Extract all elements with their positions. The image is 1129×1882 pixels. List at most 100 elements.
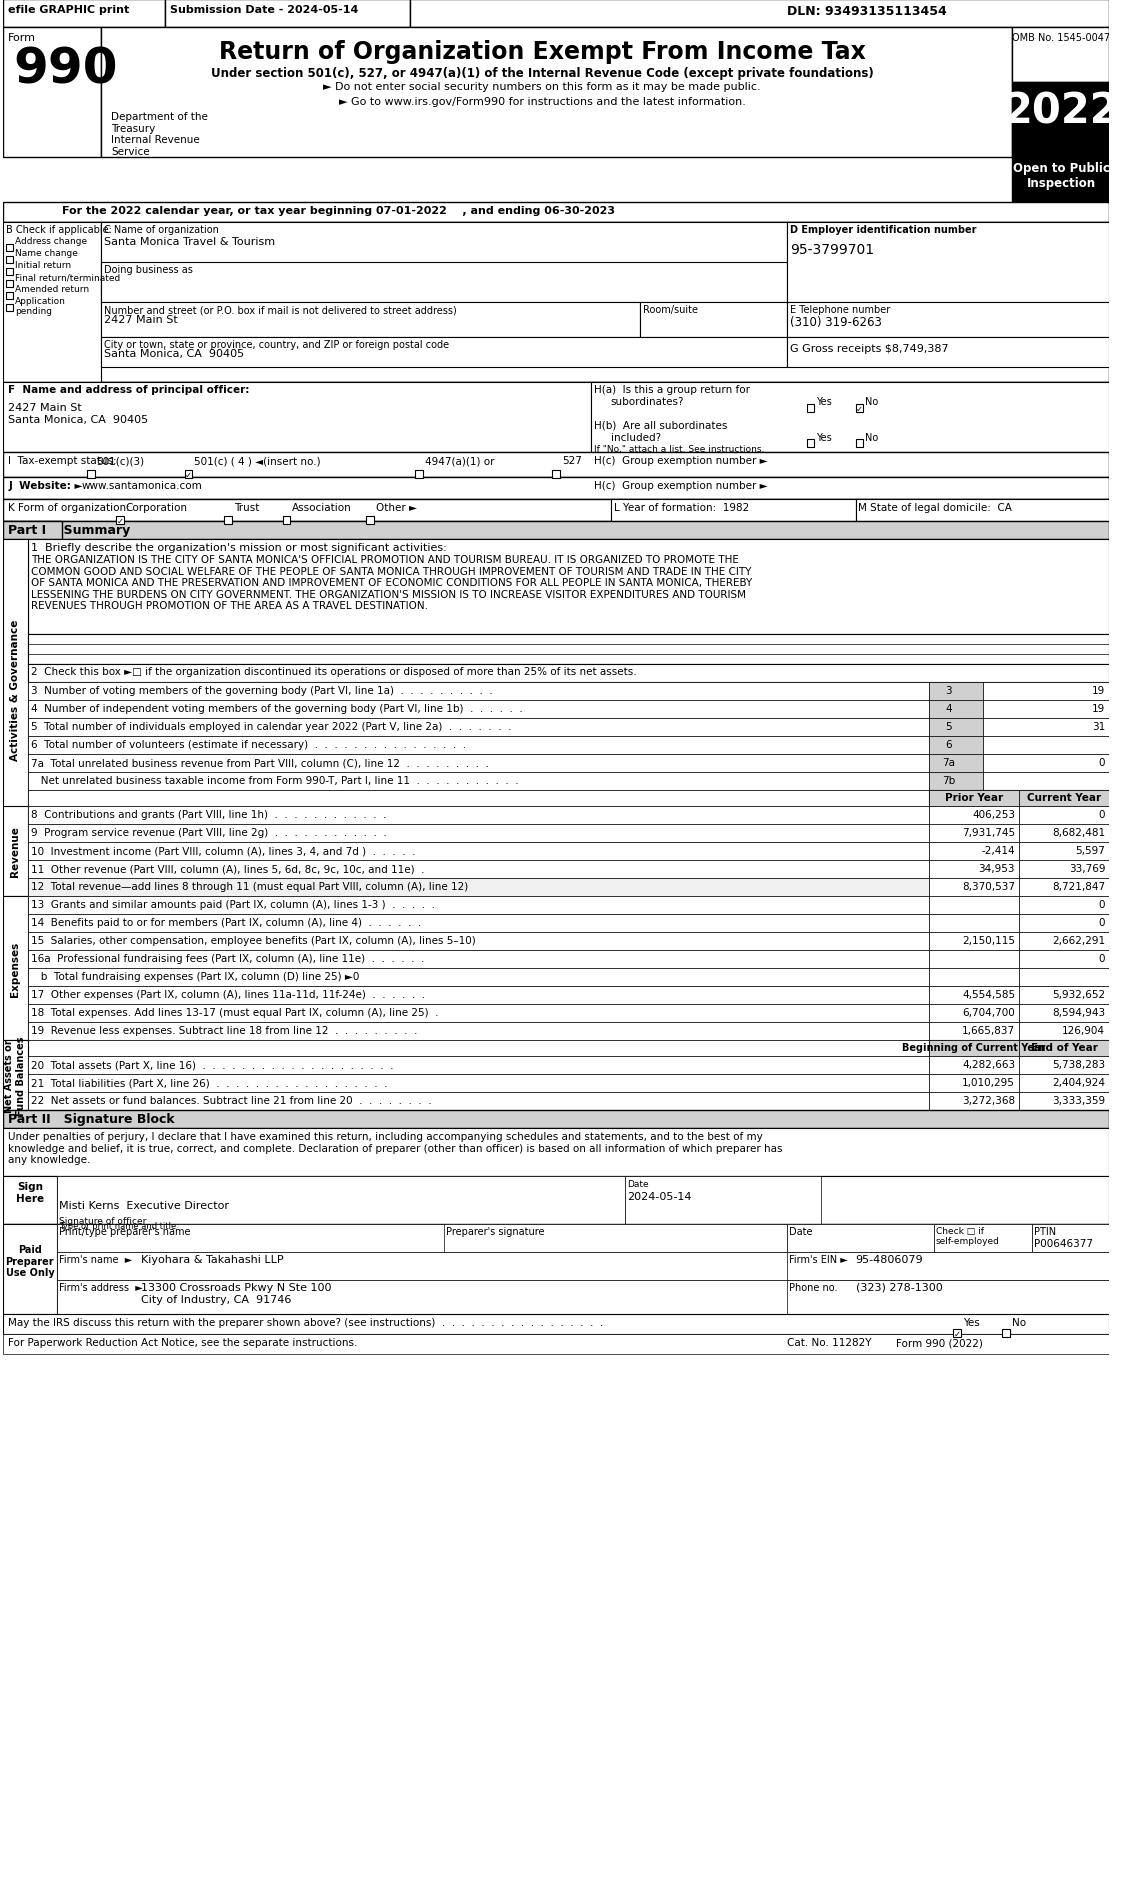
Bar <box>856 405 864 412</box>
Bar <box>28 774 929 790</box>
Text: 527: 527 <box>562 455 581 465</box>
Text: 15  Salaries, other compensation, employee benefits (Part IX, column (A), lines : 15 Salaries, other compensation, employe… <box>30 935 475 945</box>
Text: H(c)  Group exemption number ►: H(c) Group exemption number ► <box>594 480 768 491</box>
Text: Activities & Governance: Activities & Governance <box>10 619 20 760</box>
Text: included?: included? <box>611 433 660 442</box>
Text: Association: Association <box>292 502 352 512</box>
Text: 9  Program service revenue (Part VIII, line 2g)  .  .  .  .  .  .  .  .  .  .  .: 9 Program service revenue (Part VIII, li… <box>30 828 386 837</box>
Bar <box>787 1225 934 1252</box>
Text: I  Tax-exempt status:: I Tax-exempt status: <box>8 455 117 465</box>
Text: Doing business as: Doing business as <box>104 265 193 275</box>
Text: Kiyohara & Takahashi LLP: Kiyohara & Takahashi LLP <box>141 1253 283 1265</box>
Bar <box>3 1176 58 1225</box>
Text: 2,404,924: 2,404,924 <box>1052 1077 1105 1088</box>
Text: Misti Kerns  Executive Director: Misti Kerns Executive Director <box>60 1201 229 1210</box>
Bar <box>3 521 1109 540</box>
Bar <box>28 664 1109 683</box>
Bar <box>929 736 983 755</box>
Bar <box>929 774 983 790</box>
Bar <box>3 1129 1109 1176</box>
Text: If "No," attach a list. See instructions.: If "No," attach a list. See instructions… <box>594 444 764 454</box>
Text: 4,282,663: 4,282,663 <box>962 1060 1015 1069</box>
Bar <box>7 305 14 312</box>
Text: Firm's EIN ►: Firm's EIN ► <box>789 1253 848 1265</box>
Bar <box>640 303 787 339</box>
Text: 5: 5 <box>945 721 952 732</box>
Bar <box>165 0 410 28</box>
Text: Department of the
Treasury
Internal Revenue
Service: Department of the Treasury Internal Reve… <box>111 111 208 156</box>
Bar <box>806 440 814 448</box>
Bar <box>58 1176 625 1225</box>
Bar <box>929 1075 1019 1092</box>
Bar <box>3 1314 1109 1334</box>
Text: (323) 278-1300: (323) 278-1300 <box>856 1282 943 1293</box>
Bar <box>87 470 95 478</box>
Bar <box>185 470 192 478</box>
Bar <box>28 1022 929 1041</box>
Text: 19: 19 <box>1092 704 1105 713</box>
Text: Beginning of Current Year: Beginning of Current Year <box>902 1043 1045 1052</box>
Text: (310) 319-6263: (310) 319-6263 <box>790 316 882 329</box>
Bar <box>28 755 929 774</box>
Bar <box>28 719 929 736</box>
Text: efile GRAPHIC print: efile GRAPHIC print <box>8 6 130 15</box>
Bar <box>1019 879 1109 896</box>
Bar <box>28 540 1109 634</box>
Text: L Year of formation:  1982: L Year of formation: 1982 <box>613 502 749 512</box>
Text: 95-4806079: 95-4806079 <box>856 1253 924 1265</box>
Text: 501(c)(3): 501(c)(3) <box>96 455 145 465</box>
Text: Santa Monica, CA  90405: Santa Monica, CA 90405 <box>104 348 245 359</box>
Bar <box>1013 83 1109 158</box>
Text: 2022: 2022 <box>1004 90 1119 132</box>
Text: 18  Total expenses. Add lines 13-17 (must equal Part IX, column (A), line 25)  .: 18 Total expenses. Add lines 13-17 (must… <box>30 1007 438 1018</box>
Bar <box>1013 158 1109 203</box>
Bar <box>28 634 1109 664</box>
Bar <box>102 263 787 303</box>
Text: 2,662,291: 2,662,291 <box>1052 935 1105 945</box>
Bar <box>929 1041 1019 1056</box>
Text: 3,333,359: 3,333,359 <box>1052 1095 1105 1105</box>
Bar <box>787 339 1109 367</box>
Bar <box>7 269 14 277</box>
Text: H(c)  Group exemption number ►: H(c) Group exemption number ► <box>594 455 768 465</box>
Text: Revenue: Revenue <box>10 826 20 877</box>
Text: Initial return: Initial return <box>15 262 71 269</box>
Bar <box>3 1225 58 1314</box>
Text: 19: 19 <box>1092 685 1105 696</box>
Text: 4947(a)(1) or: 4947(a)(1) or <box>425 455 495 465</box>
Text: 126,904: 126,904 <box>1062 1026 1105 1035</box>
Text: ► Do not enter social security numbers on this form as it may be made public.: ► Do not enter social security numbers o… <box>323 83 761 92</box>
Text: City or town, state or province, country, and ZIP or foreign postal code: City or town, state or province, country… <box>104 341 449 350</box>
Text: City of Industry, CA  91746: City of Industry, CA 91746 <box>141 1295 291 1304</box>
Text: ► Go to www.irs.gov/Form990 for instructions and the latest information.: ► Go to www.irs.gov/Form990 for instruct… <box>339 98 745 107</box>
Text: 11  Other revenue (Part VIII, column (A), lines 5, 6d, 8c, 9c, 10c, and 11e)  .: 11 Other revenue (Part VIII, column (A),… <box>30 864 425 873</box>
Bar <box>929 755 983 774</box>
Text: D Employer identification number: D Employer identification number <box>790 224 977 235</box>
Text: 31: 31 <box>1092 721 1105 732</box>
Bar <box>3 382 1109 454</box>
Text: 33,769: 33,769 <box>1069 864 1105 873</box>
Bar <box>1019 1022 1109 1041</box>
Bar <box>414 470 422 478</box>
Text: ✓: ✓ <box>856 405 863 414</box>
Bar <box>3 1225 1109 1314</box>
Bar <box>787 1252 1109 1280</box>
Text: No: No <box>865 397 878 407</box>
Text: No: No <box>865 433 878 442</box>
Bar <box>929 843 1019 860</box>
Text: OMB No. 1545-0047: OMB No. 1545-0047 <box>1012 34 1110 43</box>
Bar <box>787 1280 1109 1314</box>
Text: Signature of officer: Signature of officer <box>60 1216 147 1225</box>
Bar <box>1019 1005 1109 1022</box>
Bar <box>806 405 814 412</box>
Text: 8,594,943: 8,594,943 <box>1052 1007 1105 1018</box>
Text: Expenses: Expenses <box>10 941 20 996</box>
Text: 8  Contributions and grants (Part VIII, line 1h)  .  .  .  .  .  .  .  .  .  .  : 8 Contributions and grants (Part VIII, l… <box>30 809 386 819</box>
Text: Amended return: Amended return <box>15 284 89 294</box>
Text: 0: 0 <box>1099 954 1105 964</box>
Text: 21  Total liabilities (Part X, line 26)  .  .  .  .  .  .  .  .  .  .  .  .  .  : 21 Total liabilities (Part X, line 26) .… <box>30 1077 387 1088</box>
Bar <box>366 518 374 525</box>
Text: F  Name and address of principal officer:: F Name and address of principal officer: <box>8 384 250 395</box>
Bar <box>983 774 1109 790</box>
Bar <box>929 1005 1019 1022</box>
